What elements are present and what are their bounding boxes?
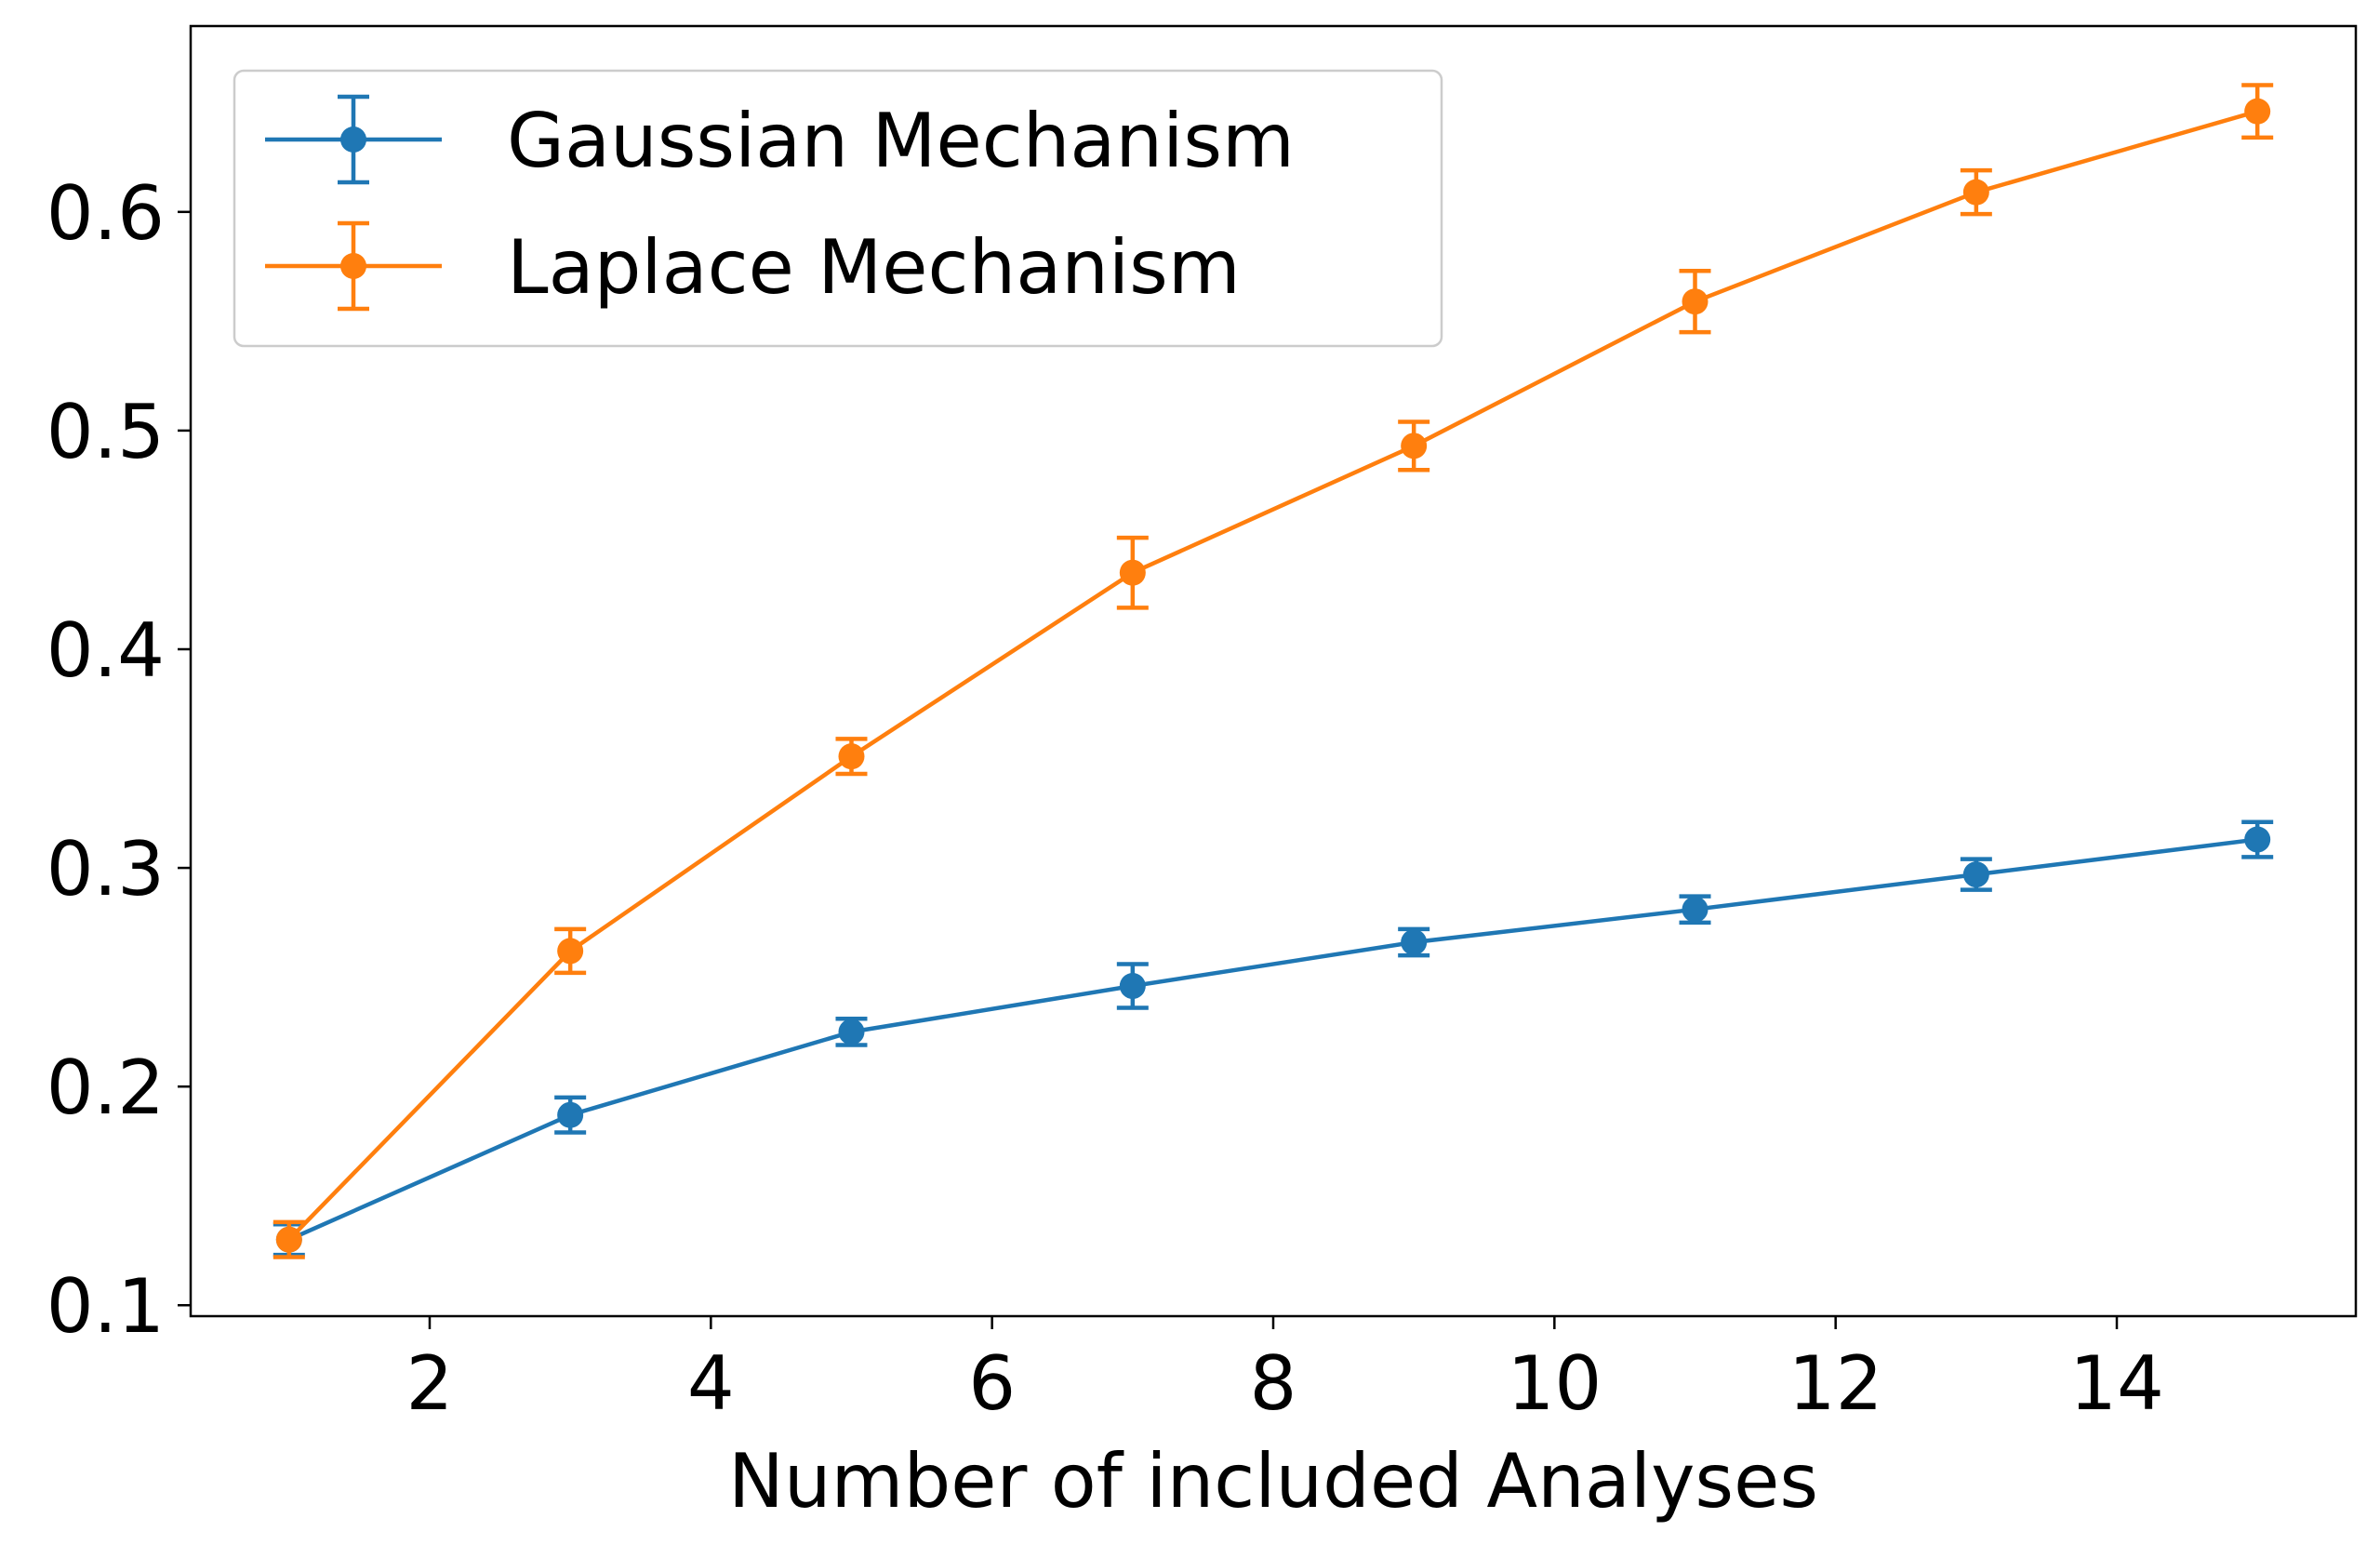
y-tick-label: 0.1 bbox=[47, 1263, 165, 1350]
legend: Gaussian Mechanism Laplace Mechanism bbox=[233, 69, 1443, 348]
y-tick-label: 0.5 bbox=[47, 389, 165, 475]
legend-label: Laplace Mechanism bbox=[507, 224, 1241, 311]
x-axis-label: Number of included Analyses bbox=[728, 1438, 1818, 1525]
data-point bbox=[557, 938, 584, 965]
data-point bbox=[838, 743, 865, 770]
legend-marker bbox=[340, 253, 366, 279]
data-point bbox=[838, 1019, 865, 1045]
series-laplace bbox=[273, 83, 2274, 1259]
data-point bbox=[1119, 559, 1146, 586]
axis-ticks: 2 4 6 8 10 12 14 0.1 0.2 0.3 0.4 0.5 0.6 bbox=[47, 170, 2164, 1427]
data-point bbox=[2244, 826, 2271, 853]
series-line bbox=[287, 837, 2258, 1242]
data-point bbox=[1962, 179, 1989, 206]
legend-box bbox=[233, 69, 1443, 348]
data-point bbox=[1401, 929, 1428, 956]
x-tick-label: 2 bbox=[406, 1340, 454, 1427]
data-point bbox=[1682, 896, 1709, 923]
x-tick-label: 12 bbox=[1788, 1340, 1883, 1427]
series-line bbox=[287, 109, 2258, 1242]
data-point bbox=[557, 1101, 584, 1128]
data-series bbox=[273, 83, 2274, 1259]
x-tick-label: 14 bbox=[2069, 1340, 2164, 1427]
data-point bbox=[1682, 288, 1709, 315]
plot-frame bbox=[189, 24, 2358, 1318]
x-tick-label: 6 bbox=[968, 1340, 1016, 1427]
data-point bbox=[1962, 861, 1989, 888]
data-point bbox=[1119, 973, 1146, 1000]
y-tick-label: 0.4 bbox=[47, 607, 165, 694]
legend-marker bbox=[340, 127, 366, 153]
data-point bbox=[1401, 433, 1428, 459]
x-tick-label: 8 bbox=[1250, 1340, 1297, 1427]
legend-entry: Laplace Mechanism bbox=[265, 220, 1241, 312]
data-point bbox=[275, 1226, 302, 1253]
y-tick-label: 0.2 bbox=[47, 1045, 165, 1131]
x-tick-label: 4 bbox=[687, 1340, 735, 1427]
y-tick-label: 0.3 bbox=[47, 826, 165, 912]
y-tick-label: 0.6 bbox=[47, 170, 165, 257]
series-gaussian bbox=[273, 819, 2274, 1258]
legend-label: Gaussian Mechanism bbox=[507, 98, 1295, 184]
legend-entry: Gaussian Mechanism bbox=[265, 94, 1295, 185]
x-tick-label: 10 bbox=[1507, 1340, 1602, 1427]
data-point bbox=[2244, 98, 2271, 125]
